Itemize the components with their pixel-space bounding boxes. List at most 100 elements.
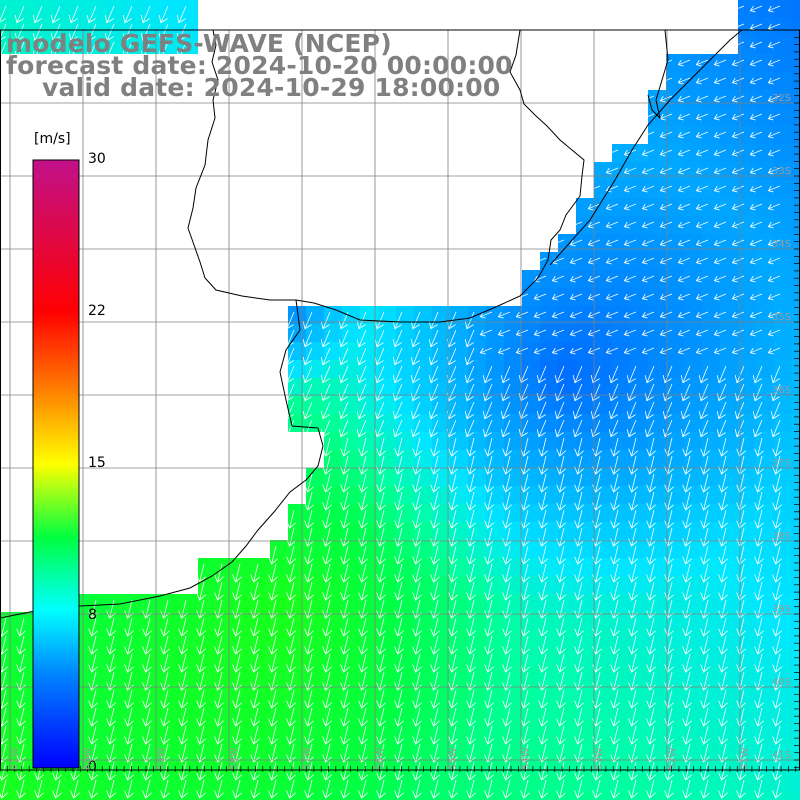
field-cell [342,324,360,342]
field-cell [126,792,144,800]
wind-arrow [698,383,709,402]
wind-arrow [466,455,476,475]
wind-arrow [718,761,728,781]
field-cell [720,252,738,270]
wind-arrow [340,563,350,583]
wind-arrow [700,509,710,529]
wind-arrow [695,185,709,193]
wind-arrow [556,437,566,457]
field-cell [54,18,72,36]
field-cell [18,36,36,54]
field-cell [576,342,594,360]
wind-arrow [464,347,475,366]
wind-arrow [664,455,674,475]
wind-arrow [520,689,530,709]
field-cell [522,288,540,306]
wind-arrow [448,635,458,655]
wind-arrow [772,725,782,745]
wind-arrow [664,743,674,763]
field-cell [666,198,684,216]
field-cell [558,252,576,270]
field-cell [702,252,720,270]
wind-arrow [376,455,386,475]
wind-arrow [749,149,763,157]
wind-arrows [0,5,782,799]
lon-label: 51W [740,747,751,770]
wind-arrow [700,455,710,475]
wind-arrow [520,743,530,763]
wind-arrow [767,311,781,319]
wind-arrow [605,149,619,157]
field-cell [594,162,612,180]
wind-arrow [713,113,727,121]
wind-arrow [88,689,98,709]
wind-arrow [680,401,691,420]
wind-arrow [68,41,79,60]
wind-arrow [376,617,386,637]
field-cell [594,180,612,198]
wind-arrow [358,599,368,619]
wind-arrow [374,401,385,420]
wind-arrow [178,617,188,637]
wind-arrow [412,581,422,601]
wind-arrow [340,437,350,457]
wind-arrow [610,779,620,799]
field-cell [648,414,666,432]
field-cell [738,36,756,54]
wind-arrow [466,563,476,583]
coastline [0,29,743,619]
wind-arrow [569,329,583,337]
wind-arrow [572,383,583,402]
field-cell [594,270,612,288]
wind-arrow [533,311,547,319]
wind-arrow [713,311,727,319]
wind-arrow [767,293,781,301]
field-cell [720,90,738,108]
wind-arrow [497,329,511,337]
wind-arrow [700,779,710,799]
field-cell [792,432,800,450]
wind-arrow [608,419,619,438]
wind-arrow [716,365,727,384]
field-cell [756,216,774,234]
wind-arrow [700,653,710,673]
field-cell [720,396,738,414]
field-cell [486,306,504,324]
field-cell [702,144,720,162]
wind-arrow [284,419,295,438]
wind-arrow [700,689,710,709]
wind-arrow [50,23,61,42]
wind-arrow [556,545,566,565]
wind-arrow [749,257,763,265]
wind-arrow [142,725,152,745]
wind-arrow [556,455,566,475]
field-cell [18,792,36,800]
wind-arrow [340,653,350,673]
field-cell [378,792,396,800]
wind-arrow [268,617,278,637]
field-cell [648,270,666,288]
wind-arrow [664,617,674,637]
wind-arrow [734,401,745,420]
wind-arrow [772,437,782,457]
field-cell [792,468,800,486]
field-cell [108,0,126,18]
wind-arrow [160,707,170,727]
wind-arrow [0,779,8,799]
wind-arrow [142,761,152,781]
wind-arrow [466,617,476,637]
field-cell [648,216,666,234]
wind-arrow [284,401,295,420]
field-cell [414,792,432,800]
field-cell [738,234,756,252]
wind-arrow [464,311,475,330]
wind-arrow [538,617,548,637]
field-cell [666,108,684,126]
field-cell [792,756,800,774]
field-cell [432,378,450,396]
field-cell [648,162,666,180]
wind-arrow [646,725,656,745]
wind-arrow [677,77,691,85]
field-cell [738,180,756,198]
wind-arrow [713,59,727,67]
